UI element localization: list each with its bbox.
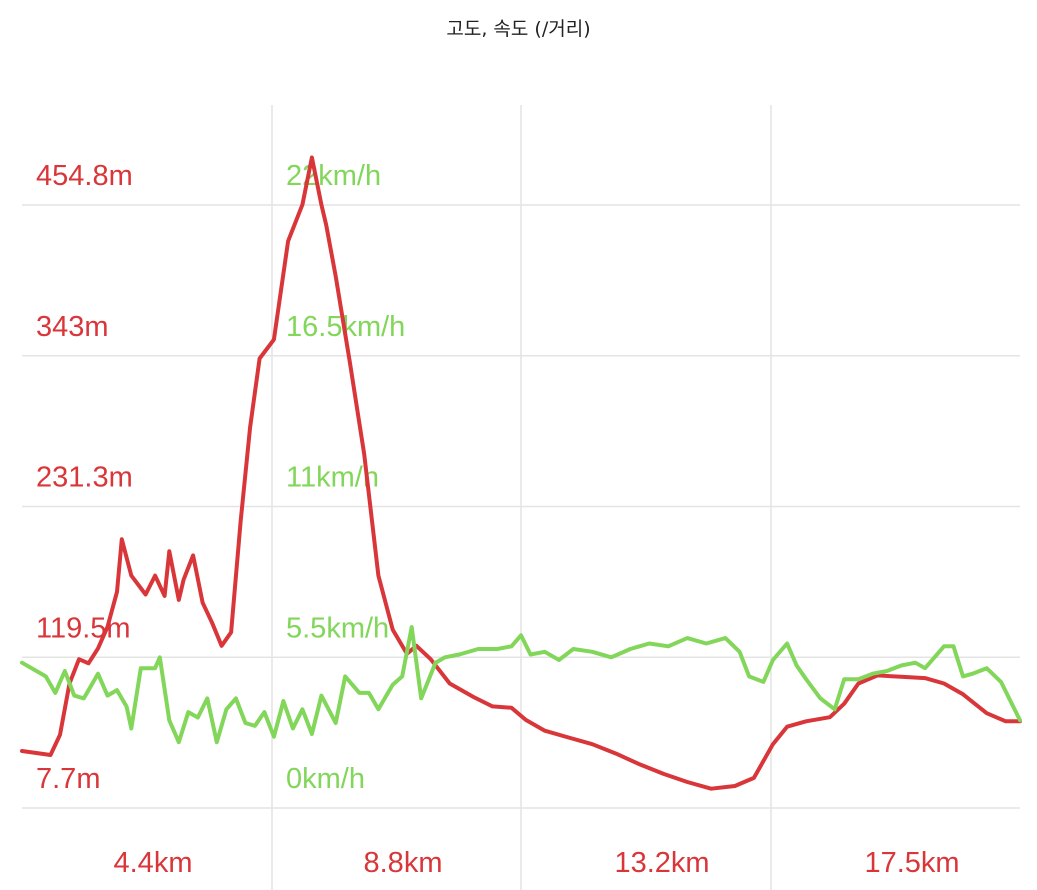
x-axis-labels: 4.4km 8.8km 13.2km 17.5km xyxy=(114,847,960,879)
elevation-tick-label: 343m xyxy=(36,311,109,343)
x-tick-label: 4.4km xyxy=(114,847,193,879)
speed-tick-label: 22km/h xyxy=(286,160,381,192)
elevation-tick-label: 454.8m xyxy=(36,160,133,192)
speed-tick-label: 0km/h xyxy=(286,763,365,795)
grid-lines xyxy=(22,105,1020,890)
elevation-tick-label: 119.5m xyxy=(36,612,131,644)
x-tick-label: 17.5km xyxy=(864,847,959,879)
speed-line xyxy=(20,625,1022,745)
chart-title: 고도, 속도 (/거리) xyxy=(446,18,591,40)
elevation-tick-label: 7.7m xyxy=(36,763,100,795)
x-tick-label: 13.2km xyxy=(614,847,709,879)
elevation-line xyxy=(20,155,1022,791)
speed-tick-label: 11km/h xyxy=(286,462,379,494)
series-lines xyxy=(20,155,1022,791)
speed-tick-label: 5.5km/h xyxy=(286,612,389,644)
elevation-tick-label: 231.3m xyxy=(36,462,133,494)
x-tick-label: 8.8km xyxy=(364,847,443,879)
